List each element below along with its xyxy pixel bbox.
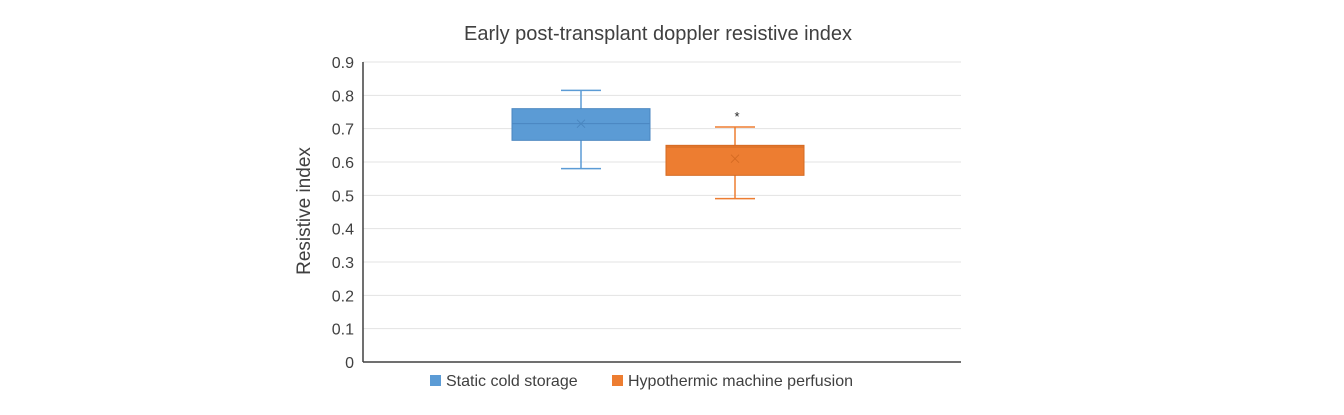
gridlines bbox=[363, 61, 961, 330]
y-tick-label: 0.9 bbox=[332, 55, 354, 72]
y-tick-label: 0.2 bbox=[332, 288, 354, 305]
mean-marker bbox=[730, 154, 740, 164]
y-tick-label: 0.6 bbox=[332, 155, 354, 172]
box-series: * bbox=[665, 109, 805, 200]
y-axis-tick-labels: 0 0.1 0.2 0.3 0.4 0.5 0.6 0.7 0.8 0.9 bbox=[332, 55, 354, 372]
y-tick-label: 0.8 bbox=[332, 88, 354, 105]
y-axis-label: Resistive index bbox=[294, 147, 315, 275]
chart-title: Early post-transplant doppler resistive … bbox=[464, 23, 852, 45]
y-tick-label: 0.3 bbox=[332, 255, 354, 272]
legend-label: Hypothermic machine perfusion bbox=[628, 373, 853, 390]
mean-marker bbox=[576, 119, 586, 129]
box-iqr bbox=[665, 144, 805, 176]
box-plot-series: * bbox=[511, 89, 805, 200]
y-tick-label: 0 bbox=[345, 355, 354, 372]
y-tick-label: 0.5 bbox=[332, 188, 354, 205]
legend-swatch bbox=[430, 375, 441, 386]
significance-annotation: * bbox=[734, 109, 739, 124]
legend: Static cold storage Hypothermic machine p… bbox=[430, 373, 853, 390]
box-iqr bbox=[511, 108, 651, 141]
legend-label: Static cold storage bbox=[446, 373, 578, 390]
y-tick-label: 0.7 bbox=[332, 122, 354, 139]
box-series bbox=[511, 89, 651, 170]
y-tick-label: 0.4 bbox=[332, 222, 354, 239]
legend-swatch bbox=[612, 375, 623, 386]
y-tick-label: 0.1 bbox=[332, 322, 354, 339]
